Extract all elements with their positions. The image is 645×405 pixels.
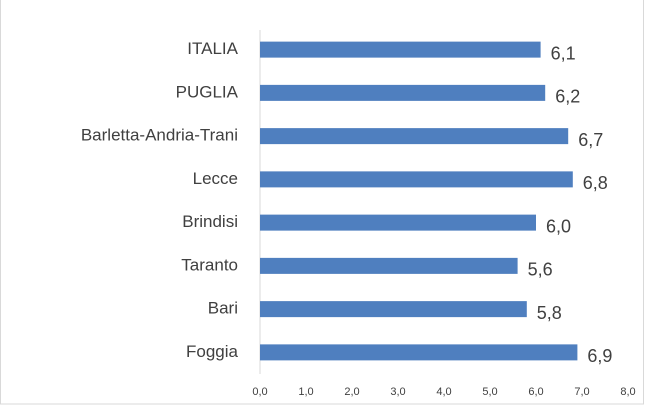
y-tick-label: Taranto xyxy=(181,255,238,274)
bar xyxy=(260,128,569,145)
data-label: 6,1 xyxy=(551,43,576,63)
data-label: 6,2 xyxy=(555,87,580,107)
y-tick-label: Foggia xyxy=(186,342,239,361)
x-tick-label: 8,0 xyxy=(620,386,635,398)
x-tick-label: 5,0 xyxy=(482,386,497,398)
data-label: 6,8 xyxy=(583,173,608,193)
bar xyxy=(260,301,527,318)
data-label: 6,7 xyxy=(578,130,603,150)
data-label: 5,6 xyxy=(528,260,553,280)
bar xyxy=(260,214,536,231)
bar xyxy=(260,344,578,361)
data-label: 6,9 xyxy=(587,346,612,366)
bar xyxy=(260,41,541,58)
bar xyxy=(260,84,546,101)
x-tick-label: 1,0 xyxy=(298,386,313,398)
data-label: 6,0 xyxy=(546,216,571,236)
bar xyxy=(260,257,518,274)
x-tick-label: 4,0 xyxy=(436,386,451,398)
x-tick-label: 2,0 xyxy=(344,386,359,398)
x-tick-label: 0,0 xyxy=(252,386,267,398)
y-tick-label: Brindisi xyxy=(182,212,238,231)
y-tick-label: Barletta-Andria-Trani xyxy=(81,126,238,145)
x-tick-label: 7,0 xyxy=(574,386,589,398)
x-tick-label: 3,0 xyxy=(390,386,405,398)
data-label: 5,8 xyxy=(537,303,562,323)
y-tick-label: Bari xyxy=(208,299,238,318)
bar xyxy=(260,171,573,188)
y-tick-label: ITALIA xyxy=(187,39,238,58)
x-tick-label: 6,0 xyxy=(528,386,543,398)
y-tick-label: PUGLIA xyxy=(176,82,239,101)
y-tick-label: Lecce xyxy=(193,169,238,188)
